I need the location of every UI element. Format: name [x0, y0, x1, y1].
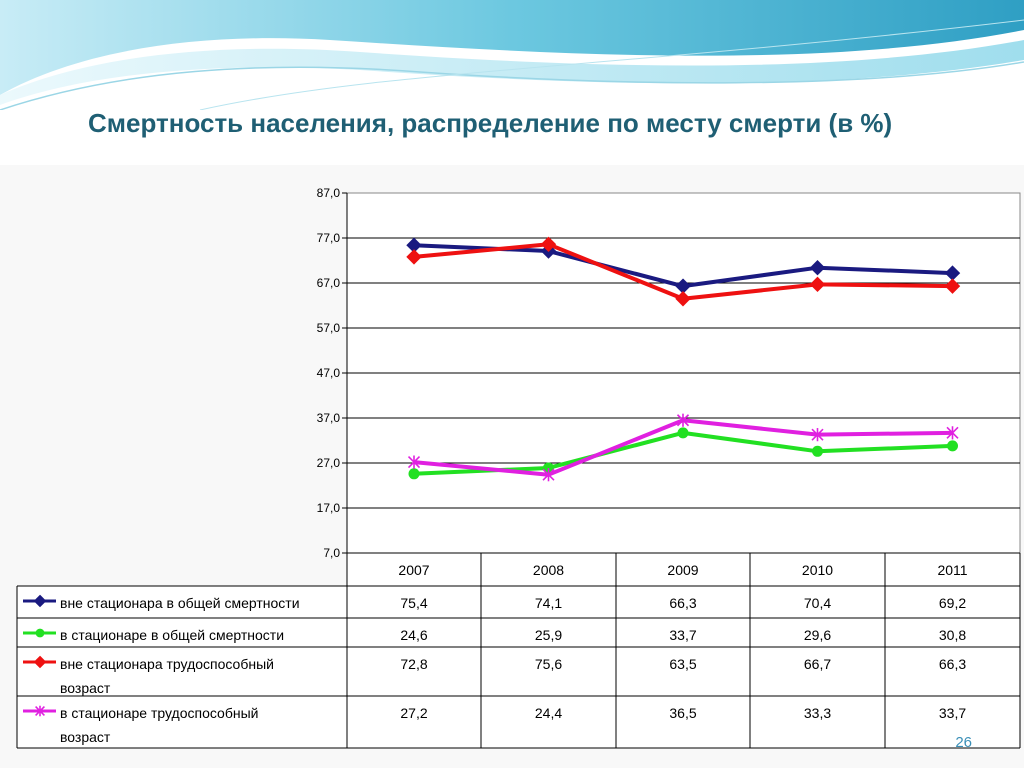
legend-label: вне стационара трудоспособный возраст	[60, 656, 274, 696]
data-value-label: 69,2	[939, 595, 966, 611]
table-header-bg	[347, 553, 1020, 586]
y-tick-label: 7,0	[323, 546, 340, 560]
data-value-label: 29,6	[804, 627, 831, 643]
data-table: 2007 2008 2009 2010 2011 вне стационара в общ…	[16, 552, 1021, 749]
y-axis-ticks: 7,0 17,0 27,0 37,0 47,0 57,0 67,0 77,0 87,0	[317, 186, 348, 560]
data-point	[809, 276, 826, 293]
data-value-label: 63,5	[669, 656, 696, 672]
data-value-label: 66,7	[804, 656, 831, 672]
category-label: 2008	[533, 562, 564, 578]
legend-marker	[35, 628, 45, 638]
category-label: 2009	[667, 562, 698, 578]
y-tick-label: 27,0	[317, 456, 341, 470]
page-number: 26	[955, 734, 972, 751]
data-value-label: 66,3	[669, 595, 696, 611]
data-value-label: 74,1	[535, 595, 562, 611]
y-tick-label: 37,0	[317, 411, 341, 425]
data-point	[408, 468, 420, 480]
data-value-label: 33,7	[939, 705, 966, 721]
y-tick-label: 47,0	[317, 366, 341, 380]
category-label: 2010	[802, 562, 833, 578]
data-value-label: 75,4	[400, 595, 427, 611]
data-value-label: 36,5	[669, 705, 696, 721]
data-point	[811, 428, 824, 442]
data-value-label: 66,3	[939, 656, 966, 672]
data-point	[947, 440, 958, 452]
data-point	[540, 236, 557, 253]
data-point	[677, 427, 689, 439]
data-value-label: 75,6	[535, 656, 562, 672]
legend-marker	[35, 705, 45, 717]
data-value-label: 27,2	[400, 705, 427, 721]
data-point	[809, 259, 826, 276]
y-tick-label: 57,0	[317, 321, 341, 335]
legend-label: вне стационара в общей смертности	[60, 595, 300, 611]
data-point	[543, 462, 554, 474]
data-point	[812, 445, 823, 457]
data-point	[406, 249, 422, 265]
data-value-label: 24,4	[535, 705, 562, 721]
series-lines	[406, 236, 961, 482]
category-label: 2011	[937, 562, 967, 578]
table-body-bg	[17, 586, 1020, 748]
data-value-label: 33,7	[669, 627, 696, 643]
y-tick-label: 67,0	[317, 276, 341, 290]
data-point	[676, 413, 690, 427]
data-value-label: 25,9	[535, 627, 562, 643]
category-label: 2007	[398, 562, 429, 578]
data-value-label: 30,8	[939, 627, 966, 643]
data-point	[675, 291, 691, 307]
data-value-label: 70,4	[804, 595, 831, 611]
data-value-label: 24,6	[400, 627, 427, 643]
legend-marker	[33, 655, 47, 669]
data-point	[944, 278, 961, 294]
y-tick-label: 87,0	[317, 186, 341, 200]
legend-label: в стационаре в общей смертности	[60, 627, 284, 643]
data-point	[407, 455, 421, 469]
header-wave-decoration	[0, 0, 1024, 110]
data-point	[542, 468, 555, 482]
legend-label: в стационаре трудоспособный возраст	[60, 705, 258, 745]
y-tick-label: 77,0	[317, 231, 341, 245]
data-value-label: 72,8	[400, 656, 427, 672]
slide-title: Смертность населения, распределение по м…	[88, 108, 893, 138]
y-tick-label: 17,0	[317, 501, 341, 515]
legend-marker	[33, 594, 47, 608]
data-point	[946, 426, 959, 440]
data-value-label: 33,3	[804, 705, 831, 721]
